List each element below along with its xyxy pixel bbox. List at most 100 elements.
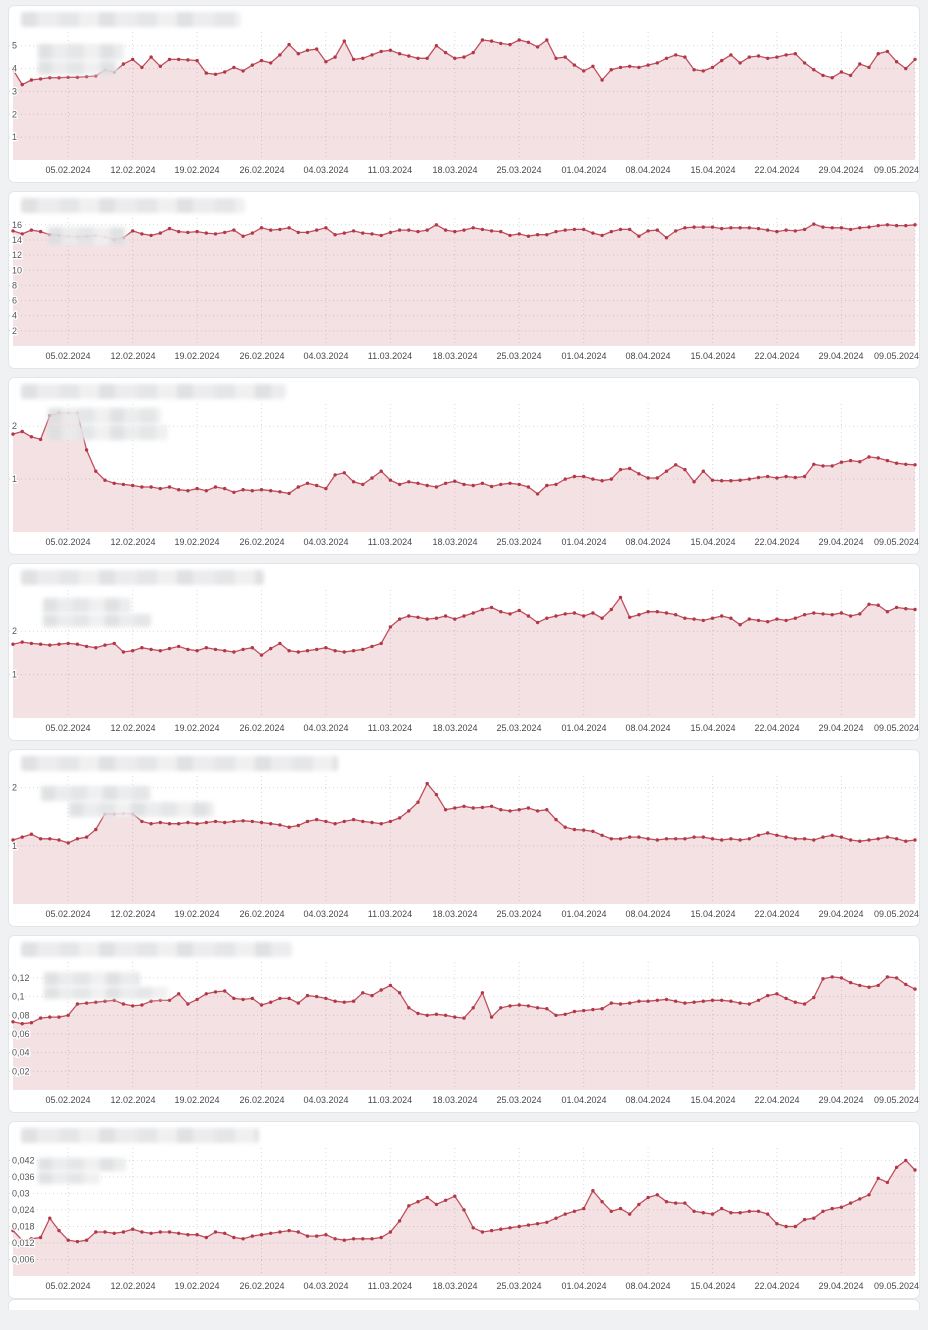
y-axis-tick-label: 2 <box>12 783 17 793</box>
x-axis-tick-label: 29.04.2024 <box>818 1095 864 1105</box>
x-axis-tick-label: 19.02.2024 <box>174 537 220 547</box>
y-axis-tick-label: 10 <box>12 265 22 275</box>
next-panel-partial <box>8 1299 920 1310</box>
x-axis-tick-label: 19.02.2024 <box>174 351 220 361</box>
area-chart[interactable]: 1 2 3 4 5 <box>9 32 919 160</box>
x-axis-tick-label: 25.03.2024 <box>496 351 542 361</box>
x-axis-tick-label: 12.02.2024 <box>110 165 156 175</box>
x-axis-tick-label: 05.02.2024 <box>45 723 91 733</box>
x-axis-tick-label: 04.03.2024 <box>303 1281 349 1291</box>
y-axis-tick-label: 16 <box>12 220 22 230</box>
y-axis-tick-label: 2 <box>12 421 17 431</box>
x-axis-tick-label: 25.03.2024 <box>496 537 542 547</box>
y-axis-tick-label: 1 <box>12 670 17 680</box>
area-chart[interactable]: 0,006 0,012 0,018 0,024 0,03 0,036 0,042 <box>9 1148 919 1276</box>
x-axis-tick-label: 12.02.2024 <box>110 909 156 919</box>
chart-panel: 0,006 0,012 0,018 0,024 0,03 0,036 0,042 05.02… <box>8 1121 920 1299</box>
x-axis: 05.02.2024 12.02.2024 19.02.2024 26.02.2024… <box>9 904 919 926</box>
x-axis-tick-label: 15.04.2024 <box>690 1281 736 1291</box>
x-axis: 05.02.2024 12.02.2024 19.02.2024 26.02.2024… <box>9 1276 919 1298</box>
x-axis-tick-label: 19.02.2024 <box>174 1281 220 1291</box>
x-axis-tick-label: 26.02.2024 <box>239 723 285 733</box>
x-axis-tick-label: 12.02.2024 <box>110 537 156 547</box>
x-axis-tick-label: 04.03.2024 <box>303 537 349 547</box>
x-axis-tick-label: 09.05.2024 <box>873 1281 919 1291</box>
x-axis-tick-label: 15.04.2024 <box>690 1095 736 1105</box>
y-axis-tick-label: 14 <box>12 235 22 245</box>
x-axis-tick-label: 09.05.2024 <box>873 723 919 733</box>
y-axis-tick-label: 5 <box>12 41 17 51</box>
x-axis-tick-label: 22.04.2024 <box>754 1281 800 1291</box>
x-axis-tick-label: 08.04.2024 <box>625 351 671 361</box>
redacted-legend <box>41 786 151 801</box>
x-axis-tick-label: 29.04.2024 <box>818 1281 864 1291</box>
x-axis-tick-label: 01.04.2024 <box>561 165 607 175</box>
x-axis-tick-label: 11.03.2024 <box>367 1281 413 1291</box>
x-axis-tick-label: 08.04.2024 <box>625 909 671 919</box>
y-axis-tick-label: 0,06 <box>12 1029 30 1039</box>
redacted-legend <box>48 227 126 245</box>
x-axis-tick-label: 05.02.2024 <box>45 909 91 919</box>
area-chart[interactable]: 12 <box>9 776 919 904</box>
x-axis-tick-label: 25.03.2024 <box>496 909 542 919</box>
y-axis-tick-label: 1 <box>12 132 17 142</box>
x-axis-tick-label: 26.02.2024 <box>239 909 285 919</box>
x-axis-tick-label: 26.02.2024 <box>239 351 285 361</box>
redacted-legend <box>69 802 214 817</box>
x-axis-tick-label: 09.05.2024 <box>873 351 919 361</box>
area-chart[interactable]: 2 4 6 8 10 12 14 16 <box>9 218 919 346</box>
redacted-legend <box>44 972 140 986</box>
chart-panel-header <box>9 1122 919 1148</box>
redacted-legend <box>43 614 151 627</box>
x-axis-tick-label: 09.05.2024 <box>873 909 919 919</box>
x-axis-tick-label: 01.04.2024 <box>561 537 607 547</box>
y-axis-tick-label: 2 <box>12 326 17 336</box>
x-axis-tick-label: 11.03.2024 <box>367 351 413 361</box>
x-axis-tick-label: 22.04.2024 <box>754 165 800 175</box>
x-axis: 05.02.2024 12.02.2024 19.02.2024 26.02.2024… <box>9 346 919 368</box>
y-axis-tick-label: 4 <box>12 311 17 321</box>
x-axis-tick-label: 08.04.2024 <box>625 1281 671 1291</box>
y-axis-tick-label: 0,04 <box>12 1048 30 1058</box>
chart-plot-area: 1 2 3 4 5 <box>9 32 919 160</box>
x-axis-tick-label: 11.03.2024 <box>367 165 413 175</box>
y-axis-tick-label: 0,018 <box>12 1222 35 1232</box>
area-chart[interactable]: 12 <box>9 590 919 718</box>
chart-panel-header <box>9 564 919 590</box>
redacted-legend <box>38 61 118 75</box>
y-axis-tick-label: 0,1 <box>12 992 25 1002</box>
x-axis-tick-label: 11.03.2024 <box>367 909 413 919</box>
x-axis-tick-label: 09.05.2024 <box>873 537 919 547</box>
x-axis-tick-label: 01.04.2024 <box>561 351 607 361</box>
x-axis-tick-label: 26.02.2024 <box>239 165 285 175</box>
redacted-legend <box>38 1158 126 1171</box>
y-axis-tick-label: 8 <box>12 280 17 290</box>
x-axis-tick-label: 26.02.2024 <box>239 1095 285 1105</box>
chart-plot-area: 0,02 0,04 0,06 0,08 0,1 0,12 <box>9 962 919 1090</box>
chart-panel: 2 4 6 8 10 12 14 16 05.02.2024 12.02.2024 19.02.2… <box>8 191 920 369</box>
redacted-chart-title <box>21 1128 259 1143</box>
x-axis-tick-label: 18.03.2024 <box>432 1281 478 1291</box>
x-axis-tick-label: 11.03.2024 <box>367 1095 413 1105</box>
redacted-legend <box>48 425 168 440</box>
redacted-chart-title <box>21 570 264 585</box>
chart-panel-header <box>9 6 919 32</box>
x-axis-tick-label: 12.02.2024 <box>110 1281 156 1291</box>
x-axis-tick-label: 19.02.2024 <box>174 165 220 175</box>
y-axis-tick-label: 0,02 <box>12 1066 30 1076</box>
area-chart[interactable]: 12 <box>9 404 919 532</box>
x-axis-tick-label: 22.04.2024 <box>754 909 800 919</box>
chart-plot-area: 0,006 0,012 0,018 0,024 0,03 0,036 0,042 <box>9 1148 919 1276</box>
y-axis-tick-label: 2 <box>12 626 17 636</box>
y-axis-tick-label: 0,08 <box>12 1010 30 1020</box>
x-axis-tick-label: 25.03.2024 <box>496 1281 542 1291</box>
area-chart[interactable]: 0,02 0,04 0,06 0,08 0,1 0,12 <box>9 962 919 1090</box>
x-axis-tick-label: 22.04.2024 <box>754 723 800 733</box>
y-axis-tick-label: 0,006 <box>12 1255 35 1265</box>
redacted-chart-title <box>21 12 241 27</box>
y-axis-tick-label: 6 <box>12 296 17 306</box>
